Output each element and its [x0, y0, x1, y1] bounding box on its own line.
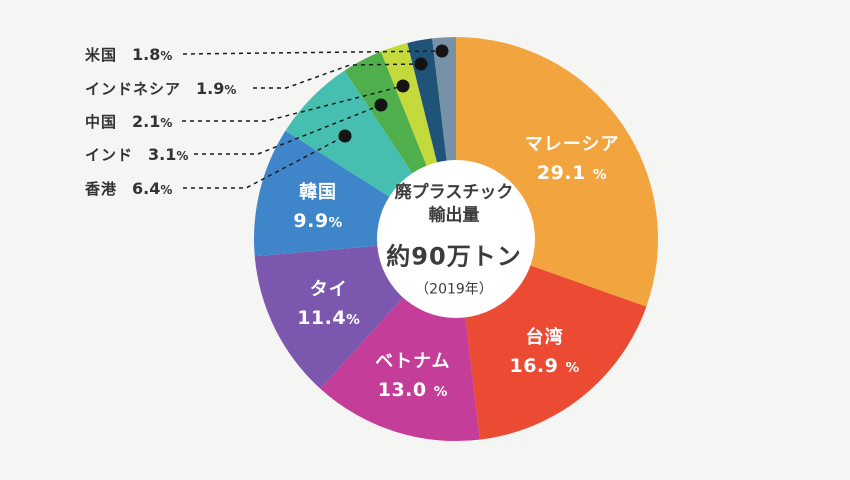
slice-label-name: 韓国 [299, 182, 338, 204]
leader-line-china [182, 85, 404, 122]
percent-value: 9.9% [293, 210, 343, 233]
leader-dot-usa [435, 44, 449, 58]
percent-value: 29.1 % [536, 162, 608, 185]
slice-label-name: タイ [309, 279, 348, 301]
leader-line-indonesia [253, 63, 422, 89]
percent-value: 6.4% [132, 179, 173, 198]
percent-value: 11.4% [297, 307, 361, 330]
legend-item-name: インドネシア [85, 80, 182, 98]
leader-line-hong-kong [183, 135, 346, 189]
percent-sign: % [176, 149, 189, 163]
percent-sign: % [160, 49, 173, 63]
percent-value: 1.8% [132, 45, 173, 64]
legend-item-china: 中国 2.1% [85, 111, 172, 132]
legend-item-name: インド [85, 146, 134, 164]
percent-sign: % [160, 116, 173, 130]
leader-dot-china [396, 79, 410, 93]
percent-value: 3.1% [148, 145, 189, 164]
slice-label-vietnam: ベトナム 13.0 % [375, 347, 450, 401]
percent-sign: % [592, 167, 608, 184]
leader-dot-india [374, 98, 388, 112]
percent-sign: % [565, 359, 580, 376]
slice-label-south-korea: 韓国 9.9% [293, 178, 342, 232]
leader-dot-hong-kong [338, 129, 352, 143]
percent-value: 2.1% [132, 112, 173, 131]
donut-hole [377, 160, 535, 318]
legend-item-usa: 米国 1.8% [85, 44, 172, 65]
percent-sign: % [224, 83, 237, 97]
slice-label-name: マレーシア [524, 134, 620, 156]
percent-sign: % [328, 215, 343, 232]
legend-item-hong-kong: 香港 6.4% [85, 178, 172, 199]
legend-item-name: 香港 [85, 180, 118, 198]
percent-value: 16.9 % [509, 354, 580, 377]
percent-sign: % [160, 183, 173, 197]
slice-label-taiwan: 台湾 16.9 % [509, 323, 579, 377]
slice-label-thailand: タイ 11.4% [297, 275, 360, 329]
percent-value: 1.9% [196, 79, 237, 98]
percent-sign: % [346, 312, 361, 329]
legend-item-india: インド 3.1% [85, 144, 188, 165]
legend-item-name: 中国 [85, 113, 118, 131]
leader-line-india [194, 104, 382, 155]
leader-dot-indonesia [414, 57, 428, 71]
center-year: （2019年） [415, 281, 493, 298]
slice-label-malaysia: マレーシア 29.1 % [525, 130, 620, 184]
percent-sign: % [433, 384, 448, 401]
donut-center-label: 廃プラスチック 輸出量 約90万トン （2019年） [386, 182, 521, 299]
center-title-line1: 廃プラスチック [394, 182, 514, 203]
slice-label-name: ベトナム [375, 351, 451, 373]
slice-label-name: 台湾 [525, 326, 564, 348]
center-title-line2: 輸出量 [428, 205, 480, 226]
percent-value: 13.0 % [377, 379, 448, 402]
leader-line-usa [182, 50, 443, 55]
legend-item-name: 米国 [85, 46, 118, 64]
center-amount: 約90万トン [386, 242, 522, 271]
legend-item-indonesia: インドネシア 1.9% [85, 78, 236, 99]
